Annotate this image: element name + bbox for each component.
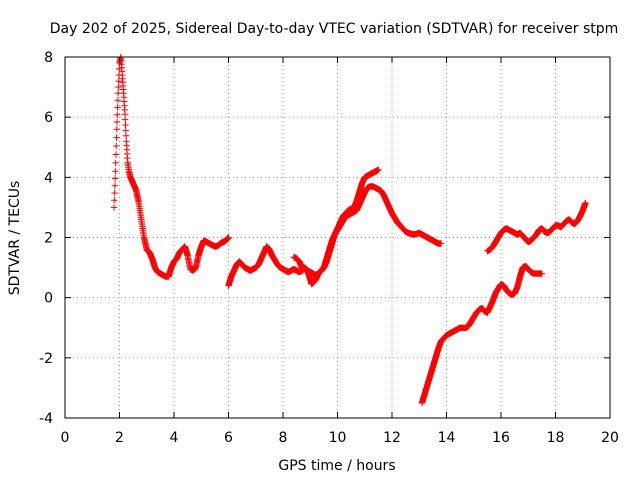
y-tick-label: 4 [44, 170, 53, 186]
x-tick-label: 6 [224, 430, 233, 446]
y-tick-label: -2 [39, 351, 53, 367]
x-axis-label: GPS time / hours [278, 458, 395, 474]
x-tick-label: 8 [279, 430, 288, 446]
x-tick-labels: 0 2 4 6 8 10 12 14 16 18 20 [61, 430, 619, 446]
x-tick-label: 12 [383, 430, 401, 446]
point-markers [418, 262, 546, 407]
point-markers [110, 53, 232, 280]
series-segment-5 [484, 199, 589, 255]
series-segment-4 [418, 262, 546, 407]
y-tick-label: 0 [44, 291, 53, 307]
y-axis-label: SDTVAR / TECUs [7, 181, 23, 296]
y-tick-label: 6 [44, 110, 53, 126]
chart-title: Day 202 of 2025, Sidereal Day-to-day VTE… [50, 21, 619, 37]
y-tick-label: 2 [44, 231, 53, 247]
y-tick-label: 8 [44, 50, 53, 66]
series-segment-3 [290, 183, 445, 279]
series-segment-1 [110, 53, 232, 280]
x-tick-label: 4 [170, 430, 179, 446]
x-tick-label: 10 [329, 430, 347, 446]
y-tick-label: -4 [39, 411, 53, 427]
x-tick-label: 18 [547, 430, 565, 446]
axis-ticks [64, 56, 611, 419]
point-markers [484, 199, 589, 255]
x-tick-label: 0 [61, 430, 70, 446]
data-points [110, 53, 589, 407]
x-tick-label: 16 [492, 430, 510, 446]
x-tick-label: 14 [438, 430, 456, 446]
grid [65, 57, 610, 418]
point-markers [290, 183, 445, 279]
y-tick-labels: -4 -2 0 2 4 6 8 [39, 50, 53, 427]
x-tick-label: 20 [601, 430, 619, 446]
x-tick-label: 2 [115, 430, 124, 446]
